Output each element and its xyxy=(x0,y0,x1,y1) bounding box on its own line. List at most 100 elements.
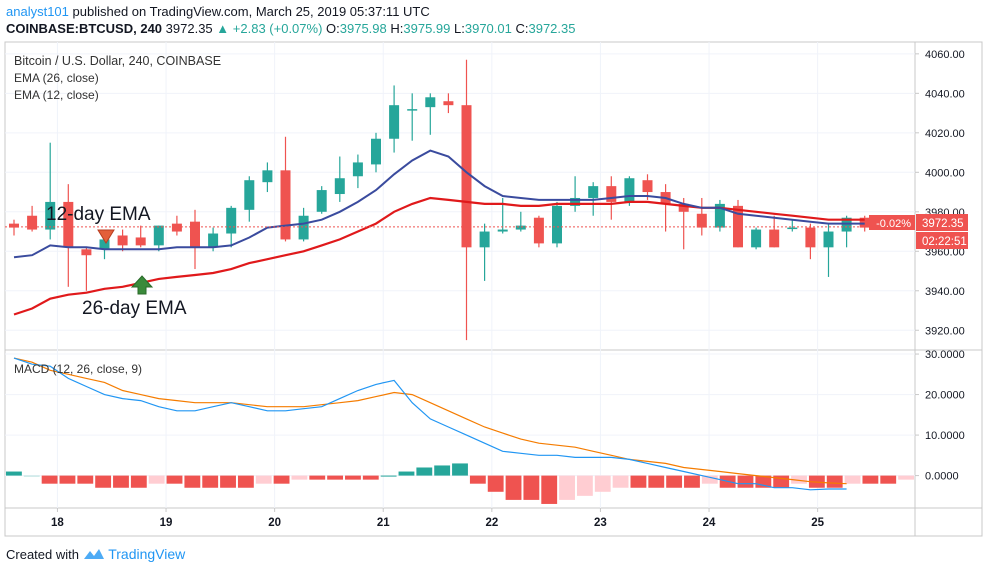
candle-up xyxy=(751,229,762,248)
candle-down xyxy=(9,223,19,228)
histogram-bar xyxy=(505,475,522,500)
candle-up xyxy=(841,217,852,232)
candle-up xyxy=(407,109,418,111)
price-tick-label: 4040.00 xyxy=(925,88,965,100)
candle-up xyxy=(479,231,490,248)
countdown-badge: 02:22:51 xyxy=(922,236,967,248)
macd-tick-label: 10.0000 xyxy=(925,430,965,442)
price-tick-label: 4020.00 xyxy=(925,128,965,140)
author-link[interactable]: analyst101 xyxy=(6,4,69,19)
histogram-bar xyxy=(559,475,575,500)
histogram-bar xyxy=(541,475,558,504)
candle-up xyxy=(425,97,436,108)
histogram-bar xyxy=(791,475,807,484)
histogram-bar xyxy=(416,467,433,476)
histogram-bar xyxy=(59,475,76,484)
histogram-bar xyxy=(469,475,486,484)
candle-up xyxy=(99,239,110,250)
candle-down xyxy=(678,203,689,212)
histogram-bar xyxy=(880,475,897,484)
candle-down xyxy=(696,213,707,228)
candle-down xyxy=(443,101,454,106)
histogram-bar xyxy=(327,475,344,480)
candle-down xyxy=(117,235,128,246)
histogram-bar xyxy=(648,475,665,488)
time-tick-label: 25 xyxy=(811,517,824,529)
down-arrow-icon xyxy=(97,229,115,244)
last-price: 3972.35 xyxy=(165,21,213,36)
histogram-bar xyxy=(41,475,58,484)
macd-axis: 30.0000 20.0000 10.0000 0.0000 xyxy=(915,349,965,483)
candle-down xyxy=(461,105,472,248)
histogram-bar xyxy=(380,475,397,477)
price-tick-label: 3960.00 xyxy=(925,246,965,258)
candle-up xyxy=(352,162,363,177)
candle-up xyxy=(226,207,237,234)
candle-up xyxy=(45,201,56,230)
histogram-bar xyxy=(701,475,718,484)
histogram-bar xyxy=(202,475,219,488)
change-badge: -0.02% xyxy=(876,218,911,230)
price-tick-label: 4000.00 xyxy=(925,167,965,179)
histogram-bar xyxy=(576,475,593,496)
histogram-bar xyxy=(23,475,40,477)
candle-up xyxy=(316,190,327,212)
l-value: 3970.01 xyxy=(464,21,512,36)
histogram-bar xyxy=(130,475,147,488)
l-label: L: xyxy=(454,21,465,36)
published-text: published on TradingView.com, March 25, … xyxy=(72,4,430,19)
histogram-bar xyxy=(77,475,94,484)
histogram-bar xyxy=(826,475,843,488)
signal-line xyxy=(13,357,847,485)
histogram-bar xyxy=(684,475,700,488)
candle-up xyxy=(515,225,526,230)
candle-up xyxy=(714,203,725,228)
macd-tick-label: 20.0000 xyxy=(925,390,965,402)
histogram-bar xyxy=(630,475,647,488)
histogram-bar xyxy=(487,475,504,492)
candle-up xyxy=(570,197,581,206)
candle-down xyxy=(81,249,92,256)
gridlines xyxy=(5,42,915,508)
time-tick-label: 24 xyxy=(703,517,716,529)
candle-up xyxy=(334,178,345,195)
histogram-bar xyxy=(898,475,914,480)
o-label: O: xyxy=(326,21,340,36)
candle-up xyxy=(787,227,798,230)
ema12-line xyxy=(13,149,865,259)
candle-down xyxy=(805,227,816,248)
histogram-bar xyxy=(6,471,22,476)
o-value: 3975.98 xyxy=(339,21,387,36)
histogram-bar xyxy=(434,465,451,476)
price-badge-bg xyxy=(916,214,968,231)
chart-border xyxy=(4,41,983,537)
histogram-bar xyxy=(666,475,683,488)
candle-up xyxy=(823,231,834,248)
indicator-lines xyxy=(13,149,865,491)
ohlc-header: COINBASE:BTCUSD, 240 3972.35 ▲ +2.83 (+0… xyxy=(6,21,575,36)
histogram-bar xyxy=(113,475,129,488)
candle-down xyxy=(606,186,617,202)
candle-up xyxy=(389,105,400,139)
histogram-bar xyxy=(523,475,540,500)
candle-up xyxy=(497,229,508,232)
candle-down xyxy=(171,223,182,232)
histogram-bar xyxy=(237,475,254,488)
histogram-bar xyxy=(612,475,629,488)
time-tick-label: 18 xyxy=(51,517,64,529)
price-badge: 3972.35 xyxy=(922,218,964,230)
ema12-legend: EMA (12, close) xyxy=(14,88,99,102)
candle-up xyxy=(552,205,562,244)
created-with-label: Created with xyxy=(6,547,79,562)
time-axis: 18 19 20 21 22 23 24 25 xyxy=(51,508,825,529)
price-tick-label: 3920.00 xyxy=(925,325,965,337)
candle-up xyxy=(244,180,255,210)
price-tick-label: 4060.00 xyxy=(925,49,965,61)
ema26-annotation: 26-day EMA xyxy=(82,298,187,319)
histogram-bar xyxy=(273,475,290,484)
tradingview-brand[interactable]: TradingView xyxy=(108,546,186,562)
candle-up xyxy=(153,225,164,246)
change-value: ▲ +2.83 (+0.07%) xyxy=(216,21,323,36)
histogram-bar xyxy=(398,471,415,476)
